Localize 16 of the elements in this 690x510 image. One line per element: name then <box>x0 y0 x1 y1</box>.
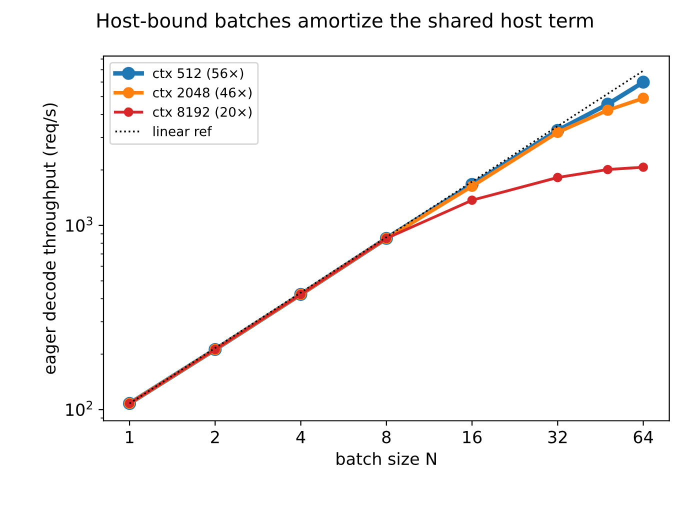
legend-label: ctx 8192 (20×) <box>153 106 252 118</box>
legend-label: ctx 2048 (46×) <box>153 87 252 100</box>
x-tick-label: 32 <box>548 430 567 444</box>
x-axis-title: batch size N <box>336 452 436 466</box>
x-tick-label: 2 <box>211 430 219 444</box>
y-tick-label: 10$^{3}$ <box>66 216 92 232</box>
legend-label: linear ref <box>154 126 212 136</box>
x-tick-label: 4 <box>296 430 306 444</box>
x-tick-label: 1 <box>126 430 134 444</box>
chart-title: Host-bound batches amortize the shared host term <box>97 12 593 28</box>
y-tick-label: 10$^{2}$ <box>66 400 92 416</box>
y-axis-title: eager decode throughput (req/s) <box>42 103 59 374</box>
x-tick-label: 8 <box>382 430 391 444</box>
x-tick-label: 16 <box>463 430 482 444</box>
legend-label: ctx 512 (56×) <box>153 68 244 80</box>
x-tick-label: 64 <box>634 430 653 444</box>
